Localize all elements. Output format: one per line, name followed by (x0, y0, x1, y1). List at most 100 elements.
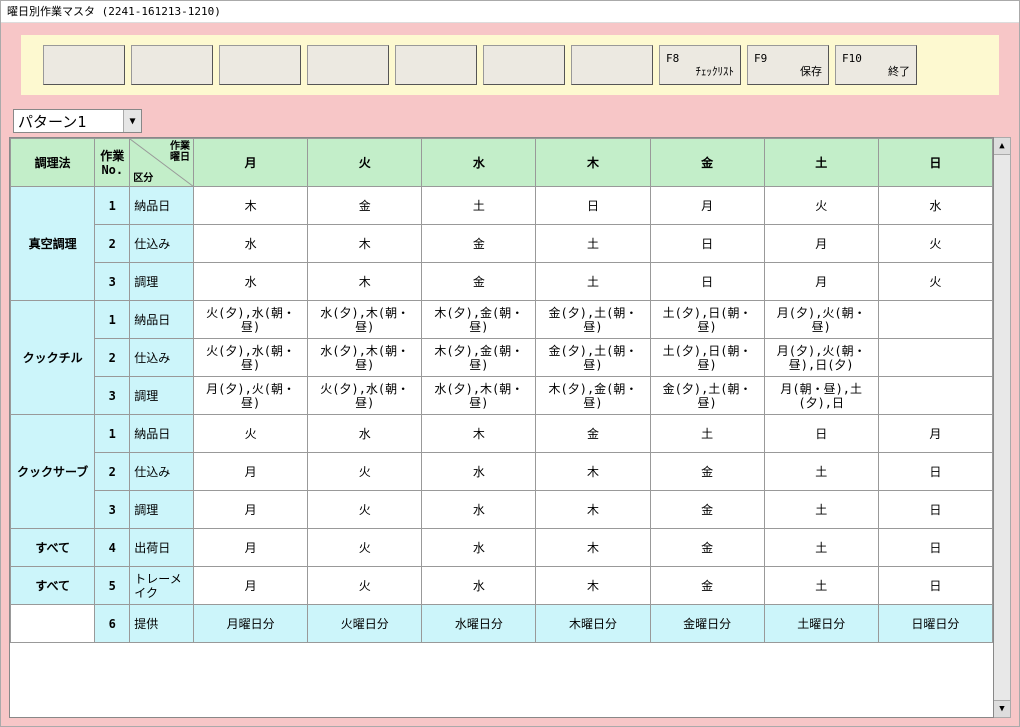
data-cell[interactable]: 火(夕),水(朝・昼) (308, 377, 422, 415)
data-cell[interactable]: 木 (308, 225, 422, 263)
data-cell[interactable]: 月 (194, 453, 308, 491)
scroll-down-icon[interactable]: ▼ (994, 700, 1010, 717)
data-cell[interactable]: 日 (878, 567, 992, 605)
data-cell[interactable]: 木(夕),金(朝・昼) (422, 301, 536, 339)
data-cell[interactable]: 金 (308, 187, 422, 225)
data-cell[interactable]: 水 (194, 263, 308, 301)
data-cell[interactable]: 月曜日分 (194, 605, 308, 643)
chevron-down-icon[interactable]: ▼ (123, 110, 141, 132)
data-cell[interactable]: 土 (764, 453, 878, 491)
data-cell[interactable]: 木(夕),金(朝・昼) (536, 377, 650, 415)
data-cell[interactable]: 土 (536, 263, 650, 301)
data-cell[interactable]: 火 (878, 263, 992, 301)
data-cell[interactable]: 土(夕),日(朝・昼) (650, 301, 764, 339)
data-cell[interactable]: 金(夕),土(朝・昼) (536, 339, 650, 377)
data-cell[interactable]: 木 (536, 567, 650, 605)
data-cell[interactable]: 火 (308, 491, 422, 529)
data-cell[interactable]: 水(夕),木(朝・昼) (308, 339, 422, 377)
data-cell[interactable]: 金 (650, 567, 764, 605)
toolbar-button-9[interactable]: F9保存 (747, 45, 829, 85)
data-cell[interactable]: 火 (308, 453, 422, 491)
toolbar-button-1[interactable] (43, 45, 125, 85)
data-cell[interactable]: 火 (194, 415, 308, 453)
data-cell[interactable]: 火(夕),水(朝・昼) (194, 301, 308, 339)
data-cell[interactable]: 日 (878, 491, 992, 529)
data-cell[interactable]: 火 (308, 567, 422, 605)
data-cell[interactable]: 木(夕),金(朝・昼) (422, 339, 536, 377)
data-cell[interactable]: 金曜日分 (650, 605, 764, 643)
data-cell[interactable]: 水(夕),木(朝・昼) (422, 377, 536, 415)
toolbar-button-3[interactable] (219, 45, 301, 85)
toolbar-button-8[interactable]: F8ﾁｪｯｸﾘｽﾄ (659, 45, 741, 85)
data-cell[interactable]: 木 (536, 491, 650, 529)
data-cell[interactable]: 木 (422, 415, 536, 453)
data-cell[interactable]: 土 (764, 567, 878, 605)
toolbar-button-2[interactable] (131, 45, 213, 85)
data-cell[interactable]: 木 (536, 529, 650, 567)
toolbar-button-6[interactable] (483, 45, 565, 85)
data-cell[interactable]: 月 (194, 491, 308, 529)
data-cell[interactable]: 金 (536, 415, 650, 453)
data-cell[interactable]: 日曜日分 (878, 605, 992, 643)
data-cell[interactable]: 月 (194, 567, 308, 605)
toolbar-button-5[interactable] (395, 45, 477, 85)
data-cell[interactable]: 水 (422, 491, 536, 529)
data-cell[interactable]: 木曜日分 (536, 605, 650, 643)
data-cell[interactable]: 月 (878, 415, 992, 453)
data-cell[interactable]: 土 (650, 415, 764, 453)
data-cell[interactable]: 金 (422, 225, 536, 263)
data-cell[interactable]: 月(夕),火(朝・昼),日(夕) (764, 339, 878, 377)
data-cell[interactable]: 日 (650, 225, 764, 263)
data-cell[interactable] (878, 301, 992, 339)
data-cell[interactable]: 金 (650, 491, 764, 529)
data-cell[interactable]: 日 (878, 453, 992, 491)
data-cell[interactable]: 土 (422, 187, 536, 225)
data-cell[interactable]: 金 (422, 263, 536, 301)
data-cell[interactable]: 月 (650, 187, 764, 225)
toolbar-button-10[interactable]: F10終了 (835, 45, 917, 85)
data-cell[interactable]: 土 (764, 529, 878, 567)
data-cell[interactable]: 金 (650, 529, 764, 567)
data-cell[interactable]: 月 (764, 225, 878, 263)
data-cell[interactable]: 水(夕),木(朝・昼) (308, 301, 422, 339)
data-cell[interactable]: 水曜日分 (422, 605, 536, 643)
toolbar-button-7[interactable] (571, 45, 653, 85)
data-cell[interactable]: 火 (764, 187, 878, 225)
data-cell[interactable]: 月 (764, 263, 878, 301)
data-cell[interactable]: 土 (536, 225, 650, 263)
data-cell[interactable]: 日 (764, 415, 878, 453)
data-cell[interactable]: 日 (650, 263, 764, 301)
data-cell[interactable]: 金(夕),土(朝・昼) (536, 301, 650, 339)
data-cell[interactable]: 火(夕),水(朝・昼) (194, 339, 308, 377)
data-cell[interactable]: 水 (422, 567, 536, 605)
header-no: 作業 No. (95, 139, 130, 187)
pattern-select[interactable]: パターン1 ▼ (13, 109, 142, 133)
toolbar-button-4[interactable] (307, 45, 389, 85)
data-cell[interactable]: 火曜日分 (308, 605, 422, 643)
data-cell[interactable]: 月 (194, 529, 308, 567)
data-cell[interactable]: 水 (194, 225, 308, 263)
data-cell[interactable]: 水 (878, 187, 992, 225)
data-cell[interactable]: 水 (308, 415, 422, 453)
data-cell[interactable]: 金 (650, 453, 764, 491)
data-cell[interactable]: 水 (422, 529, 536, 567)
data-cell[interactable]: 木 (536, 453, 650, 491)
data-cell[interactable]: 月(夕),火(朝・昼) (194, 377, 308, 415)
data-cell[interactable]: 金(夕),土(朝・昼) (650, 377, 764, 415)
data-cell[interactable]: 木 (308, 263, 422, 301)
data-cell[interactable]: 水 (422, 453, 536, 491)
data-cell[interactable] (878, 339, 992, 377)
scroll-up-icon[interactable]: ▲ (994, 138, 1010, 155)
data-cell[interactable]: 日 (536, 187, 650, 225)
data-cell[interactable]: 日 (878, 529, 992, 567)
data-cell[interactable]: 木 (194, 187, 308, 225)
data-cell[interactable]: 火 (308, 529, 422, 567)
data-cell[interactable]: 土(夕),日(朝・昼) (650, 339, 764, 377)
data-cell[interactable]: 月(夕),火(朝・昼) (764, 301, 878, 339)
data-cell[interactable]: 月(朝・昼),土(夕),日 (764, 377, 878, 415)
data-cell[interactable]: 土曜日分 (764, 605, 878, 643)
data-cell[interactable]: 土 (764, 491, 878, 529)
data-cell[interactable] (878, 377, 992, 415)
vertical-scrollbar[interactable]: ▲ ▼ (994, 137, 1011, 718)
data-cell[interactable]: 火 (878, 225, 992, 263)
